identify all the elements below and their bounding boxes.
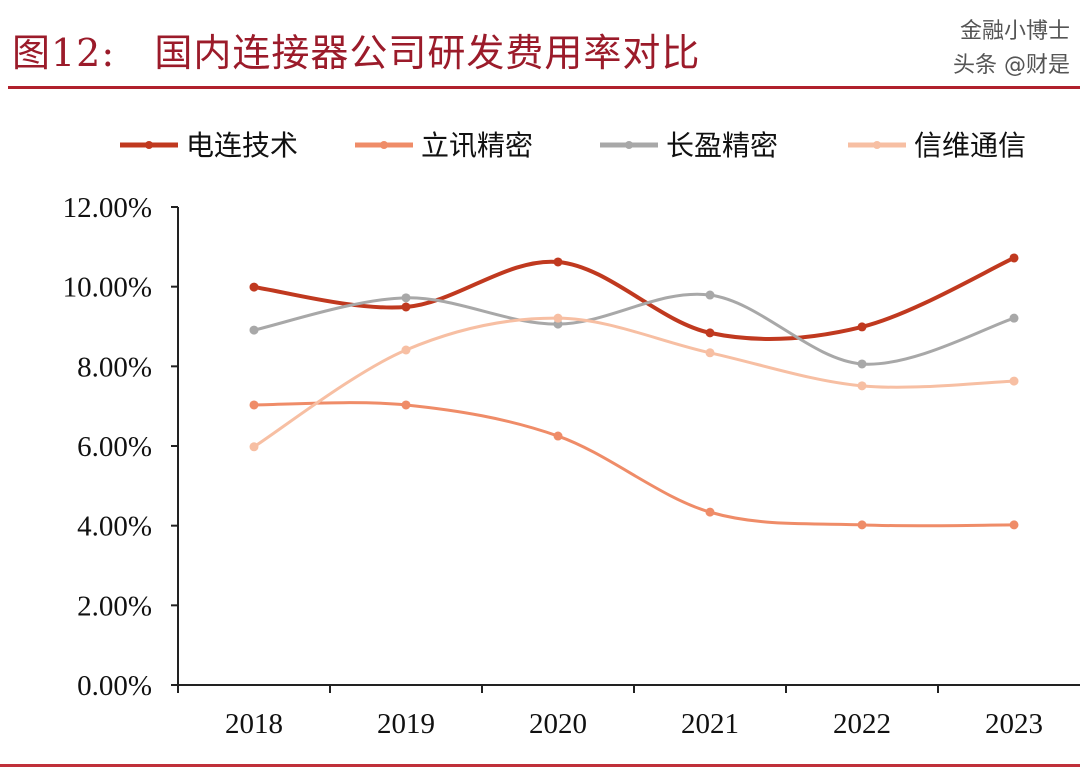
data-point bbox=[857, 322, 867, 332]
data-point bbox=[553, 313, 563, 323]
data-point bbox=[705, 507, 715, 517]
data-point bbox=[249, 282, 259, 292]
series-line bbox=[253, 292, 1015, 366]
data-point bbox=[249, 442, 259, 452]
legend-label: 长盈精密 bbox=[666, 129, 778, 162]
x-tick-label: 2021 bbox=[681, 708, 739, 740]
y-tick-label: 4.00% bbox=[77, 511, 152, 543]
y-tick-label: 2.00% bbox=[77, 590, 152, 622]
x-tick-label: 2020 bbox=[529, 708, 587, 740]
watermark-text: 头条 @财是 bbox=[953, 53, 1070, 78]
title-divider bbox=[8, 86, 1080, 89]
data-point bbox=[1009, 313, 1019, 323]
y-tick-label: 10.00% bbox=[63, 272, 152, 304]
data-point bbox=[1009, 376, 1019, 386]
legend-marker bbox=[873, 141, 881, 149]
y-tick-label: 0.00% bbox=[77, 670, 152, 702]
data-point bbox=[249, 400, 259, 410]
y-tick-label: 6.00% bbox=[77, 431, 152, 463]
x-tick-label: 2019 bbox=[377, 708, 435, 740]
legend-marker bbox=[145, 141, 153, 149]
data-point bbox=[401, 293, 411, 303]
legend-label: 信维通信 bbox=[914, 129, 1026, 162]
data-point bbox=[401, 345, 411, 355]
x-tick-label: 2022 bbox=[833, 708, 891, 740]
series-line bbox=[253, 401, 1015, 528]
legend-marker bbox=[380, 141, 388, 149]
data-point bbox=[1009, 520, 1019, 530]
data-point bbox=[401, 302, 411, 312]
chart-title: 图12: 国内连接器公司研发费用率对比 bbox=[12, 31, 701, 75]
data-point bbox=[705, 328, 715, 338]
data-point bbox=[401, 400, 411, 410]
x-tick-label: 2018 bbox=[225, 708, 283, 740]
series-line bbox=[253, 316, 1015, 449]
y-tick-label: 12.00% bbox=[63, 192, 152, 224]
y-tick-label: 8.00% bbox=[77, 351, 152, 383]
x-tick-label: 2023 bbox=[985, 708, 1043, 740]
legend-label: 立讯精密 bbox=[421, 129, 533, 162]
data-point bbox=[857, 520, 867, 530]
bottom-divider bbox=[0, 764, 1080, 767]
watermark-text: 金融小博士 bbox=[960, 19, 1070, 44]
data-point bbox=[705, 290, 715, 300]
legend-label: 电连技术 bbox=[186, 129, 298, 162]
data-point bbox=[553, 431, 563, 441]
data-point bbox=[1009, 253, 1019, 263]
data-point bbox=[553, 257, 563, 267]
data-point bbox=[249, 325, 259, 335]
data-point bbox=[857, 359, 867, 369]
legend-marker bbox=[625, 141, 633, 149]
data-point bbox=[857, 381, 867, 391]
data-point bbox=[705, 348, 715, 358]
series-line bbox=[253, 256, 1015, 342]
